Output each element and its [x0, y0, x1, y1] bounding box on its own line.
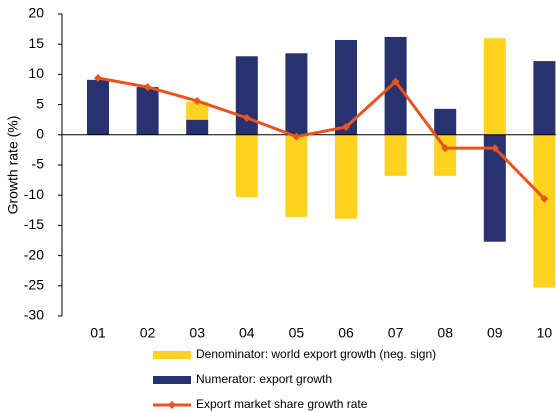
x-tick-label: 06: [338, 325, 354, 341]
legend-label: Export market share growth rate: [196, 397, 368, 411]
bar: [483, 38, 506, 135]
bar: [136, 87, 159, 135]
bar: [384, 36, 407, 135]
x-tick-label: 03: [189, 325, 205, 341]
line-marker: [193, 96, 202, 105]
y-tick-label: 15: [28, 35, 44, 51]
line-marker: [143, 83, 152, 92]
line-marker: [540, 194, 549, 203]
legend-label: Numerator: export growth: [196, 372, 332, 386]
y-axis-label: Growth rate (%): [5, 116, 21, 215]
bar: [335, 39, 357, 135]
legend-label: Denominator: world export growth (neg. s…: [196, 347, 436, 361]
y-tick-label: -5: [32, 156, 45, 172]
line-marker: [94, 74, 102, 83]
y-tick-label: 20: [28, 5, 44, 21]
bar: [483, 134, 506, 242]
line-marker: [441, 144, 450, 153]
y-tick-label: 5: [36, 95, 44, 111]
y-tick-label: -20: [24, 246, 44, 262]
line-marker: [490, 144, 499, 153]
x-tick-label: 01: [90, 325, 106, 341]
line-marker: [292, 132, 301, 141]
bar: [335, 134, 357, 219]
bar: [533, 134, 556, 288]
line-marker: [242, 113, 251, 122]
x-tick-label: 07: [388, 325, 404, 341]
bar: [186, 119, 209, 135]
x-tick-label: 04: [239, 325, 255, 341]
bar: [186, 101, 209, 120]
bar: [384, 134, 407, 176]
bar: [235, 56, 258, 135]
bar: [533, 61, 556, 135]
legend-swatch: [168, 401, 176, 409]
bar: [285, 53, 308, 135]
x-tick-label: 09: [487, 325, 503, 341]
bar: [285, 134, 308, 217]
bar: [434, 134, 457, 176]
bar: [87, 79, 109, 135]
line: [97, 76, 546, 200]
legend-swatch: [153, 376, 191, 384]
y-tick-label: -10: [24, 186, 44, 202]
y-tick-label: 10: [28, 65, 44, 81]
y-tick-label: -15: [24, 216, 44, 232]
y-tick-label: -30: [24, 307, 44, 323]
x-tick-label: 10: [537, 325, 553, 341]
bar: [434, 108, 457, 135]
x-tick-label: 08: [437, 325, 453, 341]
x-tick-label: 02: [140, 325, 156, 341]
x-tick-label: 05: [289, 325, 305, 341]
line-marker: [342, 122, 350, 131]
bar: [235, 134, 258, 198]
y-tick-label: -25: [24, 277, 44, 293]
line-marker: [391, 77, 400, 86]
y-tick-label: 0: [36, 126, 44, 142]
legend-swatch: [153, 351, 191, 359]
